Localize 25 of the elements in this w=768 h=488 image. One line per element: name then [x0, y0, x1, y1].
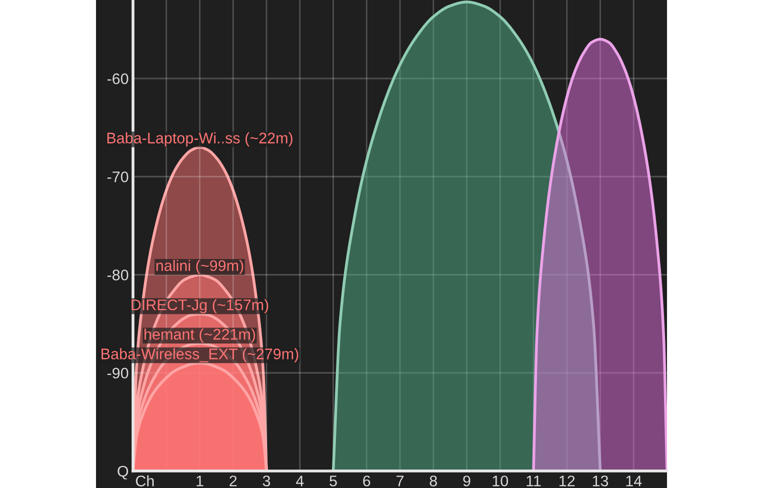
x-tick-label: 11	[526, 476, 541, 486]
x-tick-label: 12	[560, 476, 575, 486]
x-tick-label: 9	[463, 476, 470, 486]
x-tick-label: 10	[492, 476, 508, 486]
x-tick-label: 4	[296, 476, 304, 486]
x-tick-label: 3	[262, 476, 270, 486]
series-label: DIRECT-Jg (~157m)	[132, 299, 268, 314]
series-label: hemant (~221m)	[144, 328, 256, 343]
y-tick-label: -90	[107, 368, 128, 379]
y-tick-label: -80	[107, 270, 128, 280]
x-tick-label: 13	[592, 476, 608, 486]
x-tick-label: 6	[363, 476, 370, 486]
x-tick-label: 7	[396, 476, 404, 486]
series-label: Baba-Wireless_EXT (~279m)	[102, 348, 298, 362]
y-tick-label: -70	[107, 171, 128, 182]
y-tick-label: -60	[107, 73, 128, 84]
series-label: Baba-Laptop-Wi..ss (~22m)	[107, 132, 292, 146]
x-tick-label: 14	[626, 476, 642, 486]
x-tick-label: 2	[230, 476, 237, 486]
y-tick-label: Q	[118, 466, 128, 480]
x-tick-label: 5	[330, 476, 337, 486]
x-tick-label: 1	[196, 476, 204, 486]
series-label: nalini (~99m)	[156, 260, 244, 274]
x-axis-title: Ch	[136, 475, 154, 486]
x-tick-label: 8	[430, 476, 437, 486]
